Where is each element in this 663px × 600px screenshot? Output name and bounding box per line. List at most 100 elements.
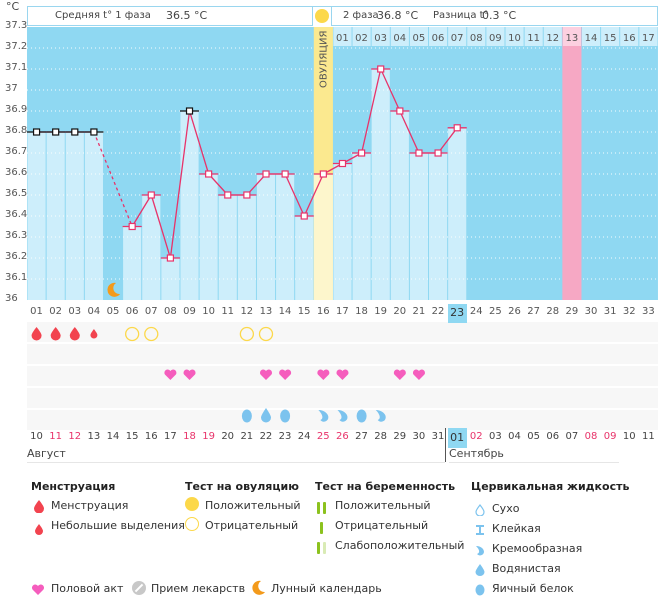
temperature-bar xyxy=(180,111,199,300)
post-ovulation-day-label: 03 xyxy=(374,33,388,44)
temperature-point xyxy=(71,128,79,136)
fluid-creamy-icon xyxy=(475,541,485,560)
fluid-eggwhite-icon xyxy=(475,581,485,600)
cycle-day-label[interactable]: 32 xyxy=(622,306,636,317)
cycle-day-label[interactable]: 07 xyxy=(144,306,158,317)
cycle-day-label[interactable]: 13 xyxy=(259,306,273,317)
temperature-point xyxy=(147,191,155,199)
cycle-day-label[interactable]: 15 xyxy=(297,306,311,317)
fluid-watery-icon xyxy=(475,561,485,580)
date-label: 27 xyxy=(355,431,368,442)
legend-fluid-sticky: Клейкая xyxy=(492,522,541,535)
cycle-day-label[interactable]: 12 xyxy=(240,306,254,317)
event-row xyxy=(27,388,658,408)
intercourse-heart-icon xyxy=(183,369,196,380)
pregtest-positive-icon xyxy=(317,499,327,518)
cycle-day-label[interactable]: 31 xyxy=(603,306,617,317)
legend-medication: Прием лекарств xyxy=(151,582,246,595)
date-label: 03 xyxy=(489,431,502,442)
date-label: 16 xyxy=(144,431,158,442)
legend-pregtest-title: Тест на беременность xyxy=(315,480,456,493)
post-ovulation-day-cell xyxy=(524,27,543,46)
y-tick-label: 36.9 xyxy=(5,104,28,115)
cycle-day-label[interactable]: 09 xyxy=(183,306,196,317)
temperature-bar xyxy=(218,195,237,300)
post-ovulation-day-cell xyxy=(562,27,581,46)
cycle-day-label[interactable]: 28 xyxy=(546,306,560,317)
cycle-day-label[interactable]: 19 xyxy=(374,306,388,317)
post-ovulation-day-label: 17 xyxy=(641,33,655,44)
month-august: Август xyxy=(27,447,66,460)
cycle-day-label[interactable]: 29 xyxy=(565,306,579,317)
post-ovulation-day-cell xyxy=(409,27,429,46)
fluid-dry-icon xyxy=(475,501,485,520)
date-label: 11 xyxy=(49,431,62,442)
fluid-creamy-icon xyxy=(375,410,386,422)
cycle-day-label[interactable]: 27 xyxy=(527,306,540,317)
date-label: 17 xyxy=(163,431,177,442)
temperature-bar xyxy=(448,127,467,300)
cycle-day-label[interactable]: 18 xyxy=(355,306,368,317)
cycle-day-label[interactable]: 21 xyxy=(412,306,426,317)
ovulation-test-icon xyxy=(144,326,159,342)
cycle-day-label[interactable]: 04 xyxy=(87,306,101,317)
post-ovulation-day-cell xyxy=(429,27,448,46)
medication-pill-icon xyxy=(132,581,146,595)
temperature-bar xyxy=(237,195,256,300)
legend-pregtest-negative: Отрицательный xyxy=(335,519,429,532)
temperature-bar xyxy=(352,153,371,300)
cycle-day-label[interactable]: 08 xyxy=(163,306,177,317)
cycle-day-label[interactable]: 03 xyxy=(68,306,82,317)
menstruation-drop-icon xyxy=(31,327,42,341)
cycle-day-label[interactable]: 25 xyxy=(489,306,502,317)
y-tick-label: 36.2 xyxy=(5,251,28,262)
cycle-day-label[interactable]: 26 xyxy=(508,306,521,317)
temperature-point xyxy=(415,149,423,157)
legend-fluid-title: Цервикальная жидкость xyxy=(471,480,630,493)
fluid-watery-icon xyxy=(261,408,271,423)
cycle-day-label[interactable]: 22 xyxy=(431,306,445,317)
temperature-point xyxy=(185,107,194,115)
cycle-day-label[interactable]: 01 xyxy=(30,306,43,317)
cycle-day-label[interactable]: 20 xyxy=(393,306,407,317)
temperature-bar xyxy=(333,163,352,300)
post-ovulation-day-label: 13 xyxy=(565,33,579,44)
date-label: 09 xyxy=(603,431,617,442)
cycle-day-label[interactable]: 06 xyxy=(125,306,139,317)
temperature-line-segment xyxy=(188,110,210,175)
cycle-day-label[interactable]: 05 xyxy=(106,306,120,317)
cycle-day-label[interactable]: 33 xyxy=(641,306,655,317)
date-label: 24 xyxy=(297,431,311,442)
date-label: 22 xyxy=(259,431,273,442)
cycle-day-label[interactable]: 17 xyxy=(336,306,349,317)
event-row xyxy=(27,344,658,364)
cycle-day-label[interactable]: 24 xyxy=(469,306,483,317)
legend-menstruation: Менструация xyxy=(51,499,129,512)
cycle-day-label[interactable]: 14 xyxy=(278,306,292,317)
legend-pregtest-positive: Положительный xyxy=(335,499,431,512)
today-cycle-day[interactable]: 23 xyxy=(447,304,467,323)
y-tick-label: 36.1 xyxy=(5,272,28,283)
cycle-day-label[interactable]: 02 xyxy=(49,306,62,317)
temperature-point xyxy=(32,128,41,136)
post-ovulation-day-cell xyxy=(601,27,620,46)
cycle-day-label[interactable]: 10 xyxy=(202,306,215,317)
y-tick-label: 36.7 xyxy=(5,146,28,157)
post-ovulation-day-label: 09 xyxy=(489,33,502,44)
cycle-day-label[interactable]: 11 xyxy=(221,306,235,317)
cycle-day-label[interactable]: 16 xyxy=(316,306,330,317)
temperature-bar xyxy=(199,174,218,300)
temperature-bar xyxy=(123,226,142,300)
cycle-day-label[interactable]: 30 xyxy=(584,306,598,317)
date-label: 07 xyxy=(565,431,579,442)
temperature-bar xyxy=(409,153,429,300)
temperature-line-segment xyxy=(150,194,172,259)
fluid-eggwhite-icon xyxy=(356,409,367,423)
fluid-creamy-icon xyxy=(337,410,348,422)
intercourse-heart-icon xyxy=(279,369,292,380)
diff-label: Разница t° xyxy=(433,10,489,21)
temperature-bar xyxy=(276,174,295,300)
temperature-point xyxy=(319,170,327,178)
legend-fluid-watery: Водянистая xyxy=(492,562,561,575)
date-label: 29 xyxy=(393,431,407,442)
